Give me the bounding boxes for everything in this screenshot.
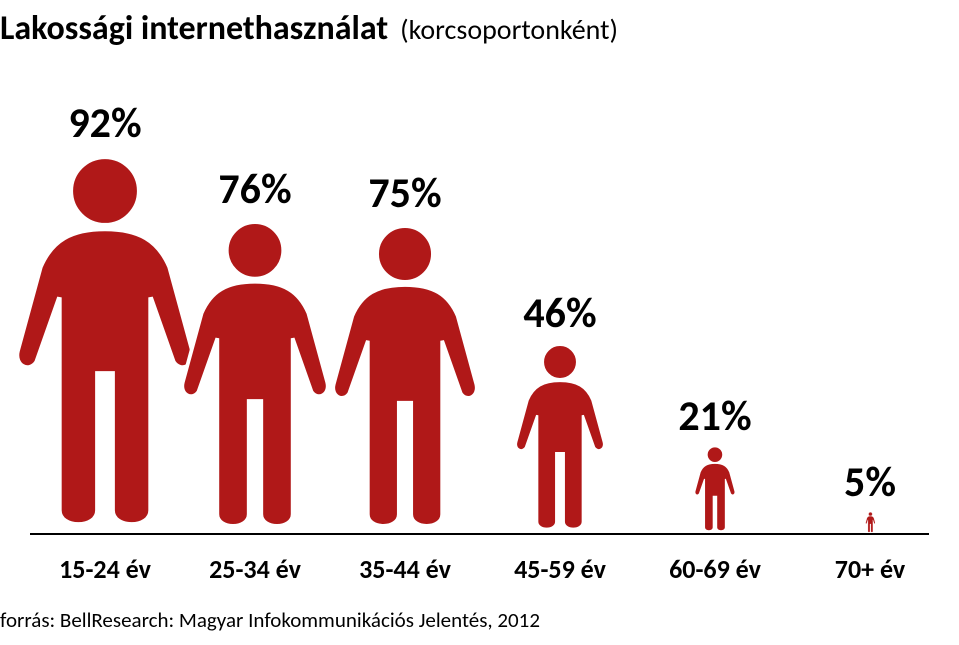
- axis-label: 60-69 év: [669, 553, 761, 585]
- person-icon-wrap: [173, 219, 336, 533]
- axis-labels: 15-24 év 25-34 év 35-44 év 45-59 év 60-69 év…: [30, 553, 929, 583]
- value-label: 76%: [218, 164, 291, 215]
- person-icon: [324, 223, 485, 533]
- person-icon: [511, 343, 610, 533]
- figure-column: 75%: [324, 168, 485, 533]
- value-label: 46%: [523, 288, 596, 339]
- source-text: forrás: BellResearch: Magyar Infokommuni…: [0, 607, 540, 633]
- figure-column: 21%: [678, 391, 751, 533]
- figure-column: 46%: [511, 288, 610, 533]
- person-icon-wrap: [511, 343, 610, 533]
- value-label: 92%: [68, 98, 141, 149]
- axis-label: 35-44 év: [359, 553, 451, 585]
- value-label: 5%: [844, 457, 896, 508]
- chart-area: 92% 76% 75% 46% 21% 5%: [30, 60, 929, 535]
- title-main: Lakossági internethasználat: [0, 8, 388, 49]
- axis-label: 25-34 év: [209, 553, 301, 585]
- person-icon-wrap: [865, 512, 876, 533]
- figure-column: 5%: [844, 457, 896, 533]
- figure-column: 76%: [173, 164, 336, 533]
- person-icon: [173, 219, 336, 533]
- value-label: 75%: [368, 168, 441, 219]
- value-label: 21%: [678, 391, 751, 442]
- person-icon-wrap: [324, 223, 485, 533]
- person-icon: [692, 446, 737, 533]
- axis-label: 70+ év: [835, 553, 905, 585]
- axis-label: 45-59 év: [514, 553, 606, 585]
- person-icon-wrap: [692, 446, 737, 533]
- title-row: Lakossági internethasználat (korcsoporto…: [0, 8, 618, 49]
- axis-label: 15-24 év: [59, 553, 151, 585]
- person-icon: [865, 512, 876, 533]
- title-sub: (korcsoportonként): [400, 12, 618, 47]
